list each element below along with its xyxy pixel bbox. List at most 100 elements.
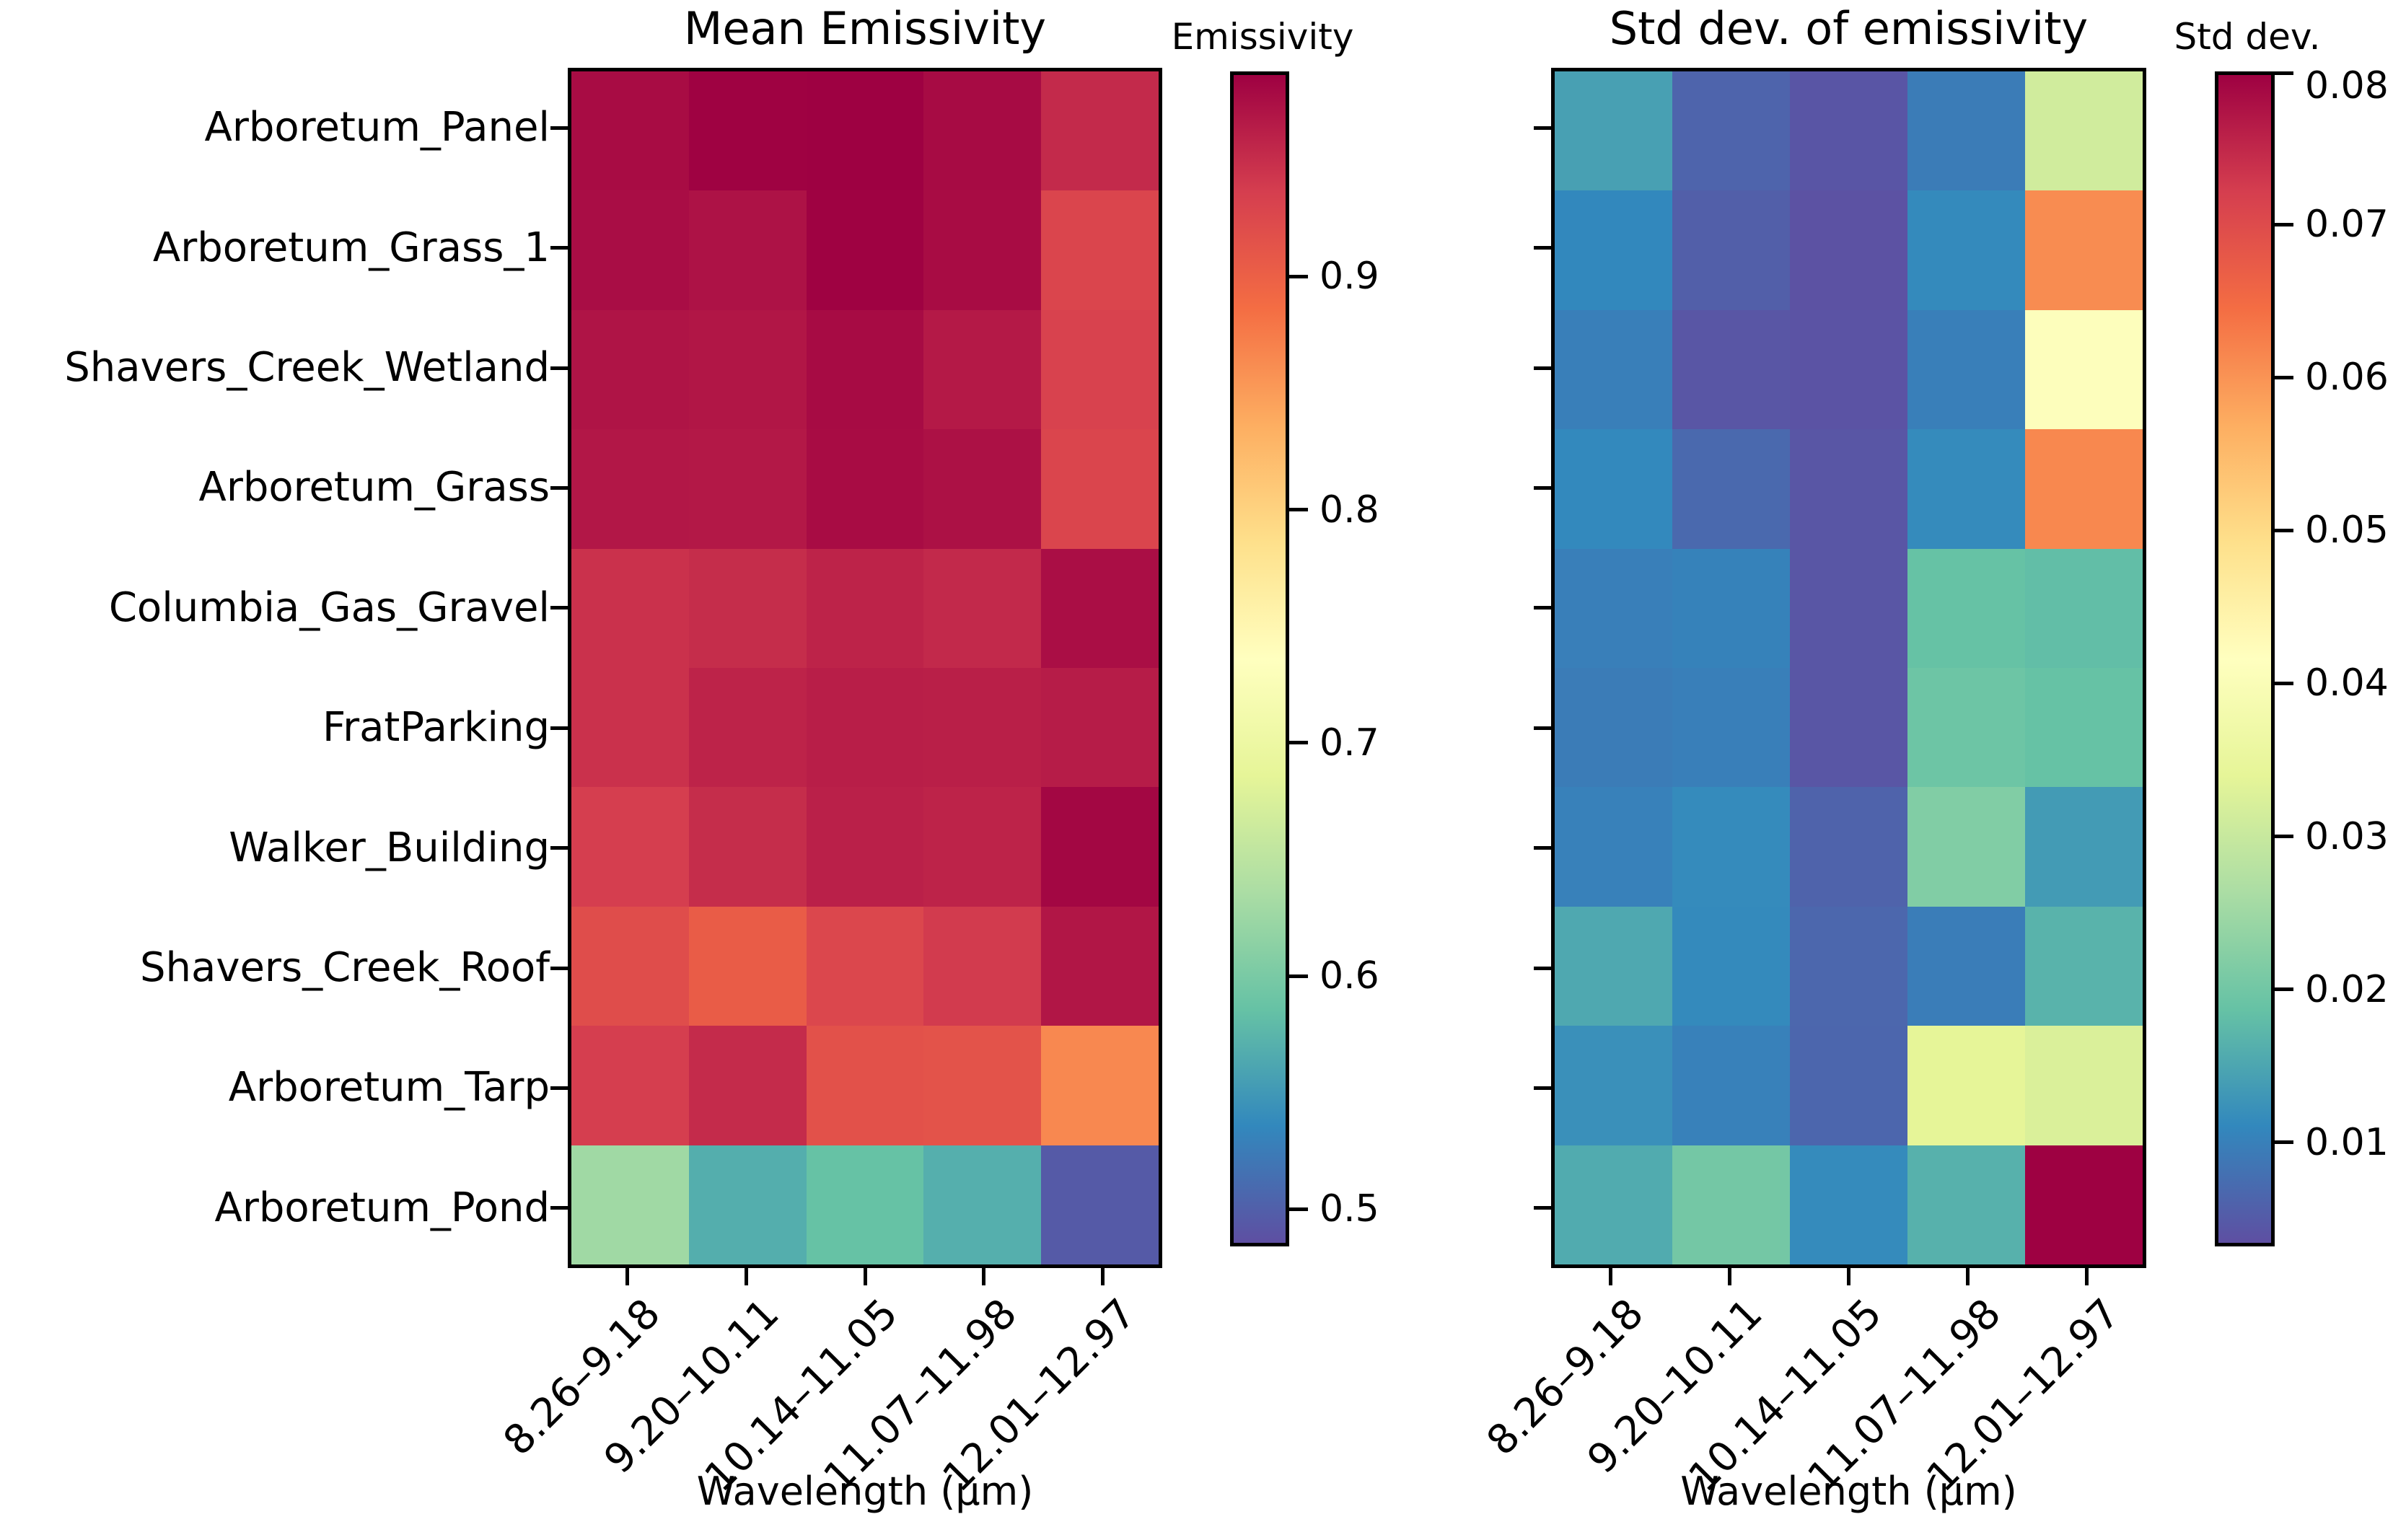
heatmap-cell bbox=[1790, 548, 1907, 668]
colorbar-tick-label: 0.07 bbox=[2305, 203, 2389, 247]
heatmap-cell bbox=[2025, 1026, 2143, 1145]
colorbar-tick-label: 0.05 bbox=[2305, 509, 2389, 553]
heatmap-cell bbox=[806, 1026, 924, 1145]
x-tick-mark bbox=[2085, 1268, 2089, 1285]
heatmap-cell bbox=[2025, 190, 2143, 310]
heatmap-cell bbox=[1041, 787, 1159, 907]
heatmap-cell bbox=[1672, 309, 1790, 430]
colorbar-tick-mark bbox=[1289, 1207, 1308, 1211]
heatmap-cell bbox=[688, 309, 807, 430]
heatmap-cell bbox=[1555, 71, 1672, 191]
heatmap-cell bbox=[1041, 548, 1159, 668]
row-label: Arboretum_Grass_1 bbox=[152, 224, 550, 271]
y-tick-mark bbox=[550, 846, 568, 850]
colorbar-tick-mark bbox=[1289, 974, 1308, 978]
heatmap-cell bbox=[1672, 667, 1790, 788]
y-tick-mark bbox=[550, 1086, 568, 1090]
row-label: Arboretum_Panel bbox=[204, 104, 550, 151]
heatmap-cell bbox=[1041, 71, 1159, 191]
colorbar-tick-label: 0.9 bbox=[1320, 255, 1379, 299]
right-heatmap bbox=[1551, 68, 2146, 1268]
heatmap-cell bbox=[2025, 906, 2143, 1026]
heatmap-cell bbox=[1041, 190, 1159, 310]
heatmap-cell bbox=[923, 1026, 1042, 1145]
heatmap-cell bbox=[571, 309, 689, 430]
heatmap-cell bbox=[571, 1026, 689, 1145]
heatmap-cell bbox=[1907, 71, 2025, 191]
y-tick-mark bbox=[1534, 966, 1551, 970]
heatmap-cell bbox=[2025, 1145, 2143, 1264]
row-label: Shavers_Creek_Roof bbox=[139, 944, 550, 991]
heatmap-cell bbox=[1555, 309, 1672, 430]
heatmap-cell bbox=[806, 190, 924, 310]
heatmap-cell bbox=[1041, 906, 1159, 1026]
heatmap-cell bbox=[1555, 1026, 1672, 1145]
heatmap-cell bbox=[2025, 787, 2143, 907]
heatmap-cell bbox=[1672, 906, 1790, 1026]
y-tick-mark bbox=[550, 726, 568, 730]
y-tick-mark bbox=[1534, 485, 1551, 490]
colorbar-tick-label: 0.02 bbox=[2305, 967, 2389, 1011]
left-x-axis-title: Wavelength (μm) bbox=[696, 1469, 1034, 1514]
heatmap-cell bbox=[1907, 429, 2025, 549]
y-tick-mark bbox=[1534, 846, 1551, 850]
heatmap-cell bbox=[1041, 1026, 1159, 1145]
y-tick-mark bbox=[1534, 126, 1551, 130]
heatmap-cell bbox=[688, 906, 807, 1026]
y-tick-mark bbox=[550, 485, 568, 490]
colorbar-tick-mark bbox=[2275, 375, 2293, 379]
row-label: Arboretum_Pond bbox=[214, 1184, 550, 1231]
x-tick-mark bbox=[863, 1268, 867, 1285]
colorbar-tick-mark bbox=[2275, 835, 2293, 839]
right-colorbar-label: Std dev. bbox=[2174, 16, 2321, 58]
y-tick-mark bbox=[1534, 246, 1551, 250]
y-tick-mark bbox=[550, 366, 568, 370]
heatmap-cell bbox=[1790, 71, 1907, 191]
y-tick-mark bbox=[1534, 606, 1551, 610]
heatmap-cell bbox=[923, 548, 1042, 668]
heatmap-cell bbox=[571, 1145, 689, 1264]
x-tick-mark bbox=[1847, 1268, 1850, 1285]
colorbar-tick-label: 0.8 bbox=[1320, 488, 1379, 532]
heatmap-cell bbox=[1555, 429, 1672, 549]
heatmap-cell bbox=[923, 1145, 1042, 1264]
y-tick-mark bbox=[550, 126, 568, 130]
heatmap-cell bbox=[688, 667, 807, 788]
heatmap-cell bbox=[806, 906, 924, 1026]
left-heatmap bbox=[568, 68, 1162, 1268]
y-tick-mark bbox=[1534, 726, 1551, 730]
colorbar-tick-mark bbox=[2275, 71, 2293, 75]
heatmap-cell bbox=[1790, 906, 1907, 1026]
heatmap-cell bbox=[571, 190, 689, 310]
heatmap-cell bbox=[1041, 1145, 1159, 1264]
y-tick-mark bbox=[1534, 1206, 1551, 1210]
heatmap-cell bbox=[571, 667, 689, 788]
heatmap-cell bbox=[1555, 548, 1672, 668]
heatmap-cell bbox=[923, 906, 1042, 1026]
heatmap-cell bbox=[2025, 309, 2143, 430]
heatmap-cell bbox=[1907, 309, 2025, 430]
row-label: FratParking bbox=[322, 704, 550, 752]
heatmap-cell bbox=[688, 71, 807, 191]
heatmap-cell bbox=[1555, 906, 1672, 1026]
heatmap-cell bbox=[1555, 787, 1672, 907]
right-colorbar bbox=[2215, 71, 2275, 1246]
heatmap-cell bbox=[806, 787, 924, 907]
colorbar-tick-label: 0.01 bbox=[2305, 1120, 2389, 1164]
colorbar-tick-mark bbox=[2275, 222, 2293, 226]
heatmap-cell bbox=[1790, 1145, 1907, 1264]
heatmap-cell bbox=[2025, 71, 2143, 191]
colorbar-tick-mark bbox=[1289, 274, 1308, 278]
heatmap-cell bbox=[571, 71, 689, 191]
right-plot-title: Std dev. of emissivity bbox=[1609, 2, 2089, 55]
colorbar-tick-label: 0.5 bbox=[1320, 1187, 1379, 1231]
heatmap-cell bbox=[1790, 190, 1907, 310]
y-tick-mark bbox=[1534, 1086, 1551, 1090]
heatmap-cell bbox=[1907, 906, 2025, 1026]
heatmap-cell bbox=[1672, 429, 1790, 549]
heatmap-cell bbox=[806, 548, 924, 668]
heatmap-cell bbox=[1907, 1145, 2025, 1264]
right-x-axis-title: Wavelength (μm) bbox=[1680, 1469, 2017, 1514]
colorbar-tick-label: 0.08 bbox=[2305, 64, 2389, 107]
